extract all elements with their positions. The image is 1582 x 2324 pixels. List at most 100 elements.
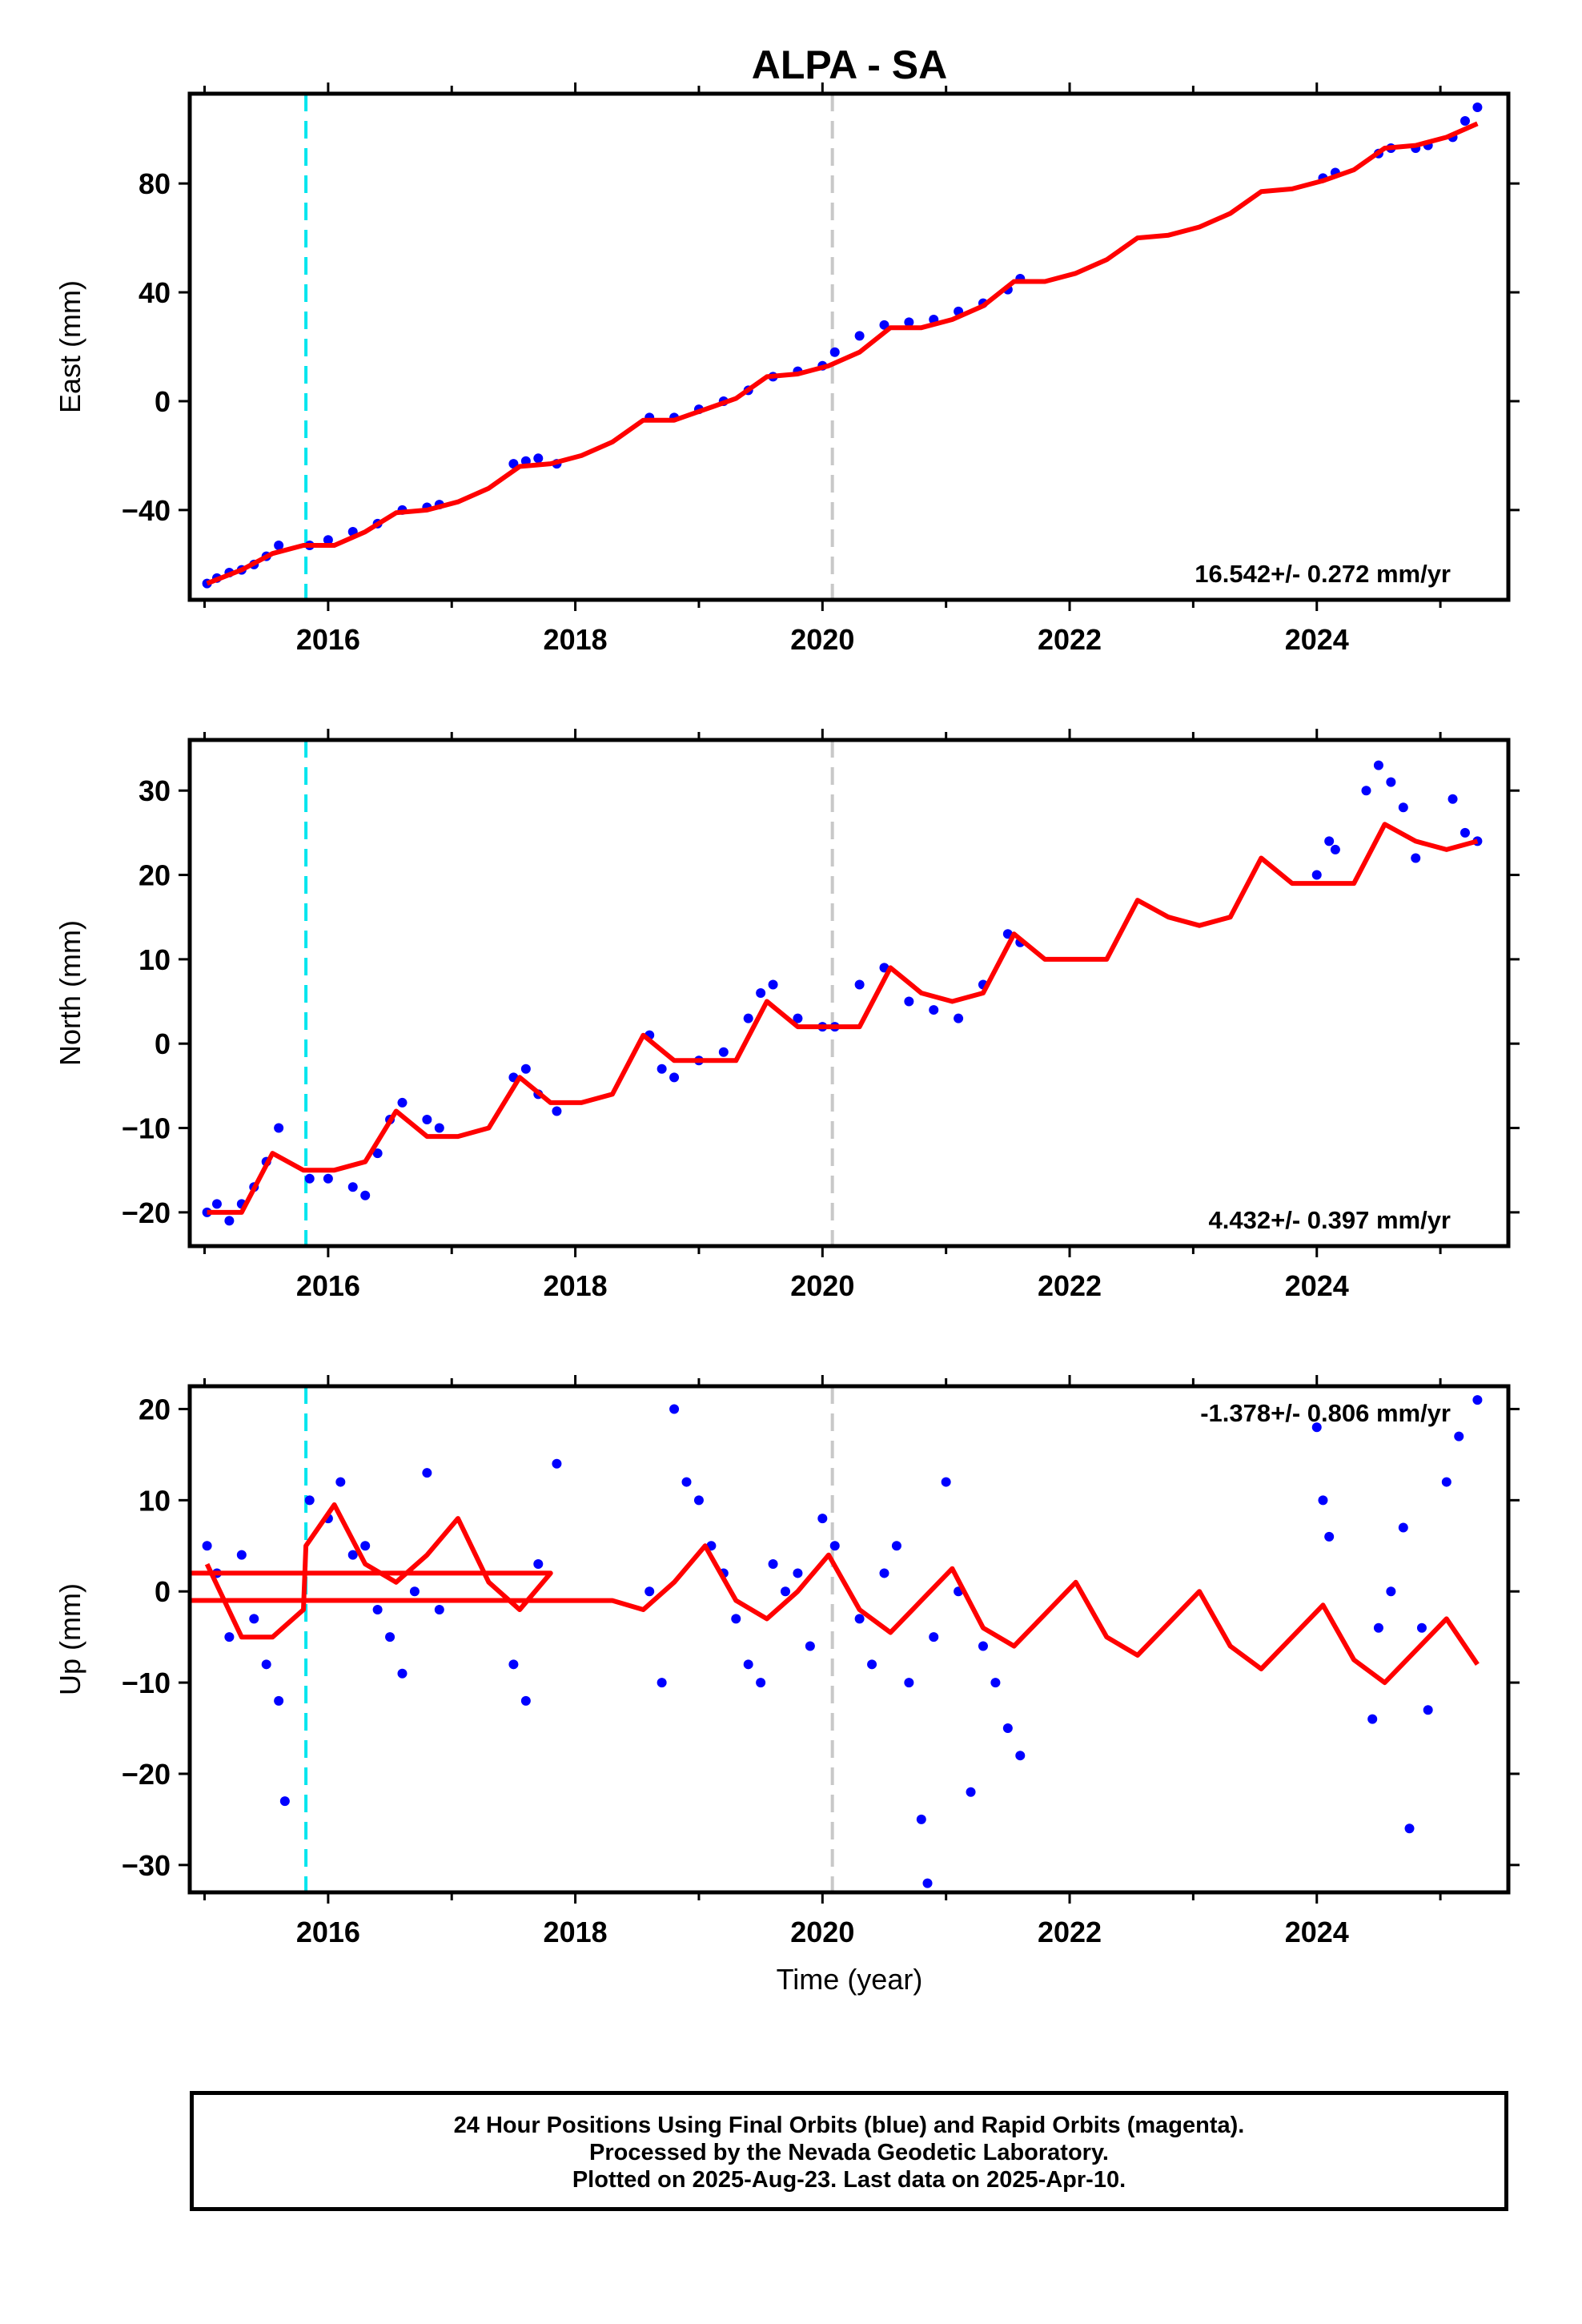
data-point xyxy=(867,1659,877,1670)
data-point xyxy=(829,1541,840,1551)
data-point xyxy=(1330,844,1340,854)
data-point xyxy=(731,1614,741,1624)
model-line-north xyxy=(207,822,1479,1215)
data-point xyxy=(211,1199,222,1209)
data-point xyxy=(693,1495,704,1506)
data-point xyxy=(202,1541,212,1551)
data-point xyxy=(743,1659,753,1670)
caption-line-1: 24 Hour Positions Using Final Orbits (bl… xyxy=(453,2113,1245,2138)
x-tick-label: 2024 xyxy=(1285,623,1349,656)
panel-up: 2016 2018 2020 2022 2024 −30 −20 −10 0 10 20 Up (mm… xyxy=(54,1375,1520,1948)
y-tick-label: −10 xyxy=(122,1667,171,1699)
data-point xyxy=(1002,1723,1013,1734)
data-point xyxy=(274,1123,284,1133)
data-point xyxy=(236,1550,247,1560)
data-point xyxy=(781,1586,791,1597)
x-tick-label: 2024 xyxy=(1285,1916,1349,1948)
data-point xyxy=(1373,1622,1383,1633)
data-point xyxy=(990,1678,1001,1688)
data-point xyxy=(360,1541,371,1551)
data-point xyxy=(520,1695,531,1706)
data-point xyxy=(879,1568,889,1578)
caption-box: 24 Hour Positions Using Final Orbits (bl… xyxy=(190,2091,1508,2211)
data-point xyxy=(422,1115,432,1124)
data-point xyxy=(1447,794,1458,804)
data-point xyxy=(409,1586,420,1597)
data-point xyxy=(768,1559,778,1570)
data-point xyxy=(916,1814,926,1824)
data-point xyxy=(508,459,519,469)
x-tick-label: 2018 xyxy=(544,1916,608,1948)
caption-line-3: Plotted on 2025-Aug-23. Last data on 202… xyxy=(572,2167,1126,2193)
y-tick-label: −20 xyxy=(122,1196,171,1229)
x-axis-label: Time (year) xyxy=(777,1963,923,1996)
data-point xyxy=(347,1182,358,1192)
data-point xyxy=(372,1148,383,1159)
data-point xyxy=(879,320,889,330)
data-point xyxy=(335,1477,346,1487)
data-point xyxy=(520,1063,531,1074)
y-tick-label: −10 xyxy=(122,1112,171,1145)
data-point xyxy=(1386,777,1396,787)
data-point xyxy=(793,1013,803,1023)
data-point xyxy=(533,1559,544,1570)
data-point xyxy=(279,1796,290,1807)
y-axis-label: East (mm) xyxy=(54,280,86,413)
y-tick-label: 80 xyxy=(139,167,171,200)
data-point xyxy=(385,1632,396,1642)
x-tick-label: 2020 xyxy=(790,1916,854,1948)
data-point xyxy=(922,1878,933,1888)
data-point xyxy=(1460,827,1470,838)
data-point xyxy=(224,1216,235,1226)
data-point xyxy=(793,1568,803,1578)
data-point xyxy=(941,1477,951,1487)
x-tick-label: 2022 xyxy=(1038,1916,1102,1948)
plot-frame-up xyxy=(187,1384,1511,1895)
data-point xyxy=(1472,102,1483,112)
data-point xyxy=(768,979,778,990)
data-point xyxy=(1460,115,1470,126)
data-point xyxy=(397,1097,408,1108)
data-point xyxy=(854,979,865,990)
data-point xyxy=(929,1005,939,1015)
plot-frame-east xyxy=(187,91,1511,602)
data-point xyxy=(1318,1495,1328,1506)
data-point xyxy=(656,1063,667,1074)
model-line-east xyxy=(206,121,1479,586)
data-point xyxy=(1386,1586,1396,1597)
data-point xyxy=(904,317,914,328)
data-point xyxy=(422,1468,432,1478)
x-tick-label: 2022 xyxy=(1038,623,1102,656)
panel-north: 2016 2018 2020 2022 2024 −20 −10 0 10 20 30 North (… xyxy=(54,729,1520,1302)
points-up xyxy=(202,1395,1483,1888)
data-point xyxy=(1411,853,1421,863)
data-point xyxy=(904,1678,914,1688)
data-point xyxy=(1373,760,1383,770)
y-tick-label: 0 xyxy=(155,385,171,418)
data-point xyxy=(829,347,840,357)
y-axis-label: Up (mm) xyxy=(54,1583,86,1695)
y-tick-label: −30 xyxy=(122,1849,171,1882)
data-point xyxy=(1015,1751,1026,1761)
y-tick-label: −40 xyxy=(122,494,171,527)
data-point xyxy=(261,1659,271,1670)
data-point xyxy=(508,1659,519,1670)
data-point xyxy=(360,1190,371,1200)
data-point xyxy=(805,1641,815,1651)
x-tick-label: 2022 xyxy=(1038,1269,1102,1302)
caption-line-2: Processed by the Nevada Geodetic Laborat… xyxy=(589,2140,1109,2165)
data-point xyxy=(434,1604,444,1614)
data-point xyxy=(304,1495,315,1506)
data-point xyxy=(323,535,333,545)
data-point xyxy=(1367,1714,1378,1724)
y-axis-label: North (mm) xyxy=(54,920,86,1066)
data-point xyxy=(274,1695,284,1706)
data-point xyxy=(1324,836,1335,846)
data-point xyxy=(718,1047,729,1057)
data-point xyxy=(854,331,865,341)
rate-label: -1.378+/- 0.806 mm/yr xyxy=(1200,1399,1451,1427)
y-tick-label: 0 xyxy=(155,1027,171,1060)
data-point xyxy=(891,1541,901,1551)
